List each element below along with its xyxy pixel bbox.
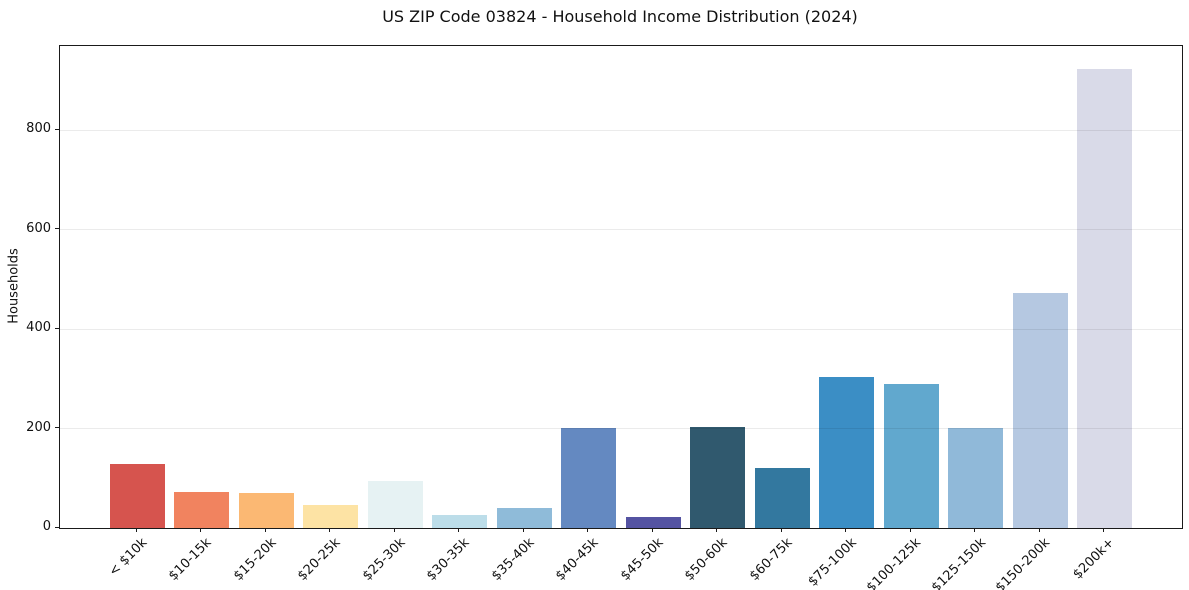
bar-$20-25k bbox=[303, 504, 359, 528]
x-tick-mark bbox=[1038, 528, 1040, 532]
y-tick-label: 200 bbox=[26, 419, 51, 435]
bar-$50-60k bbox=[690, 426, 746, 528]
x-tick-label: $100-125k bbox=[863, 535, 925, 590]
bar-$125-150k bbox=[948, 428, 1004, 528]
bar-$40-45k bbox=[561, 428, 617, 528]
x-tick-mark bbox=[845, 528, 847, 532]
x-tick-mark bbox=[909, 528, 911, 532]
x-tick-mark bbox=[458, 528, 460, 532]
x-tick-label: $10-15k bbox=[166, 535, 215, 584]
y-tick-mark bbox=[55, 427, 59, 429]
x-tick-label: $45-50k bbox=[617, 535, 667, 584]
bar-$35-40k bbox=[496, 508, 552, 528]
bar-$25-30k bbox=[367, 481, 423, 528]
bar-$15-20k bbox=[238, 493, 294, 528]
x-tick-label: $15-20k bbox=[230, 535, 280, 584]
x-tick-mark bbox=[200, 528, 202, 532]
bar-< $10k bbox=[109, 463, 165, 528]
gridline bbox=[60, 229, 1182, 231]
x-tick-label: $35-40k bbox=[488, 535, 538, 584]
plot-area bbox=[59, 45, 1183, 529]
x-tick-mark bbox=[264, 528, 266, 532]
x-tick-label: $20-25k bbox=[295, 535, 344, 584]
x-tick-label: $25-30k bbox=[359, 535, 409, 584]
x-tick-label: < $10k bbox=[106, 535, 151, 580]
x-tick-mark bbox=[1103, 528, 1105, 532]
x-tick-mark bbox=[393, 528, 395, 532]
x-tick-mark bbox=[329, 528, 331, 532]
y-tick-mark bbox=[55, 327, 59, 329]
bar-$75-100k bbox=[819, 376, 875, 528]
bar-$200k+ bbox=[1077, 68, 1132, 528]
chart-title: US ZIP Code 03824 - Household Income Dis… bbox=[382, 7, 858, 26]
bar-$60-75k bbox=[754, 468, 810, 528]
x-tick-label: $50-60k bbox=[682, 535, 731, 584]
bar-$150-200k bbox=[1012, 293, 1068, 528]
x-tick-label: $30-35k bbox=[424, 535, 473, 584]
x-tick-label: $125-150k bbox=[928, 535, 989, 590]
x-tick-mark bbox=[974, 528, 976, 532]
y-tick-mark bbox=[55, 128, 59, 130]
x-tick-label: $60-75k bbox=[746, 535, 796, 584]
x-tick-mark bbox=[522, 528, 524, 532]
x-tick-mark bbox=[135, 528, 137, 532]
y-tick-mark bbox=[55, 228, 59, 230]
gridline bbox=[60, 129, 1182, 131]
x-tick-mark bbox=[651, 528, 653, 532]
y-tick-label: 0 bbox=[42, 519, 51, 534]
x-tick-mark bbox=[716, 528, 718, 532]
x-tick-label: $75-100k bbox=[805, 535, 860, 590]
gridline bbox=[60, 328, 1182, 330]
bar-$45-50k bbox=[625, 516, 681, 528]
x-tick-mark bbox=[587, 528, 589, 532]
bar-$100-125k bbox=[883, 383, 939, 528]
x-tick-label: $150-200k bbox=[992, 535, 1054, 590]
gridline bbox=[60, 428, 1182, 430]
x-tick-mark bbox=[780, 528, 782, 532]
bar-$10-15k bbox=[174, 492, 230, 528]
bar-$30-35k bbox=[432, 514, 488, 528]
y-tick-mark bbox=[55, 526, 59, 528]
y-tick-label: 400 bbox=[26, 320, 51, 336]
y-axis-label: Households bbox=[6, 248, 22, 324]
x-tick-label: $40-45k bbox=[553, 535, 602, 584]
y-tick-label: 600 bbox=[26, 220, 51, 236]
y-tick-label: 800 bbox=[26, 121, 51, 137]
x-tick-label: $200k+ bbox=[1070, 535, 1118, 583]
